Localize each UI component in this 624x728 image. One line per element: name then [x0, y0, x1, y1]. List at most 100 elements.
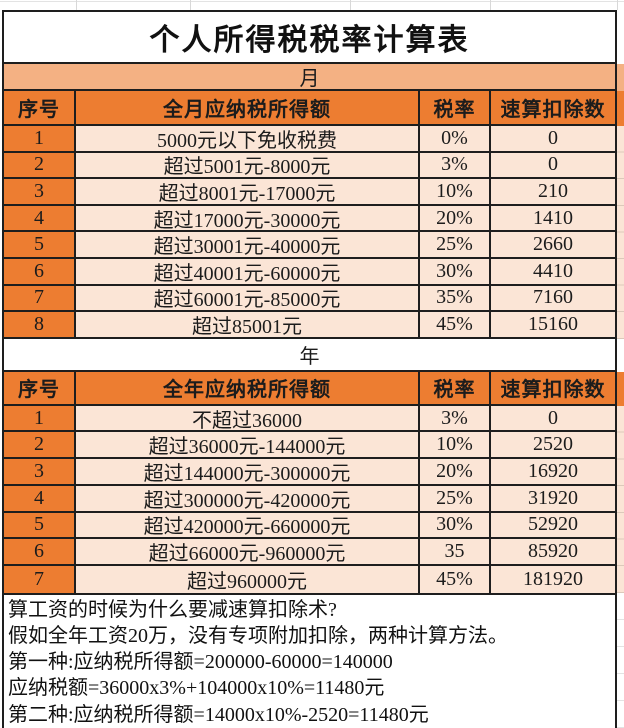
deduction-cell: 31920 [528, 486, 578, 509]
income-cell: 超过30001元-40000元 [76, 232, 420, 257]
rate-cell: 30% [420, 258, 491, 284]
rate-cell: 25% [420, 485, 491, 511]
seq-cell: 7 [4, 285, 76, 311]
income-cell: 超过144000元-300000元 [76, 459, 420, 484]
income-cell: 超过60001元-85000元 [76, 285, 420, 311]
rate-cell: 45% [420, 565, 491, 593]
income-cell: 超过8001元-17000元 [76, 179, 420, 204]
income-cell: 超过36000元-144000元 [76, 432, 420, 458]
table-row: 8 超过85001元 45% 15160 [4, 312, 615, 339]
rate-cell: 35% [420, 285, 491, 311]
table-row: 5 超过420000元-660000元 30% 52920 [4, 512, 615, 540]
income-cell: 超过66000元-960000元 [76, 539, 420, 564]
sliver-segment [617, 406, 624, 593]
sliver-segment [617, 64, 624, 91]
income-cell: 超过17000元-30000元 [76, 205, 420, 231]
deduction-cell: 181920 [523, 567, 583, 590]
yearly-header-row: 序号 全年应纳税所得额 税率 速算扣除数 [4, 371, 615, 406]
table-row: 6 超过66000元-960000元 35 85920 [4, 539, 615, 566]
table-row: 1 不超过36000 3% 0 [4, 405, 615, 433]
month-section-label: 月 [4, 64, 615, 91]
seq-cell: 1 [4, 126, 76, 151]
right-edge-adjacent-column [617, 10, 624, 728]
deduction-cell: 16920 [528, 459, 578, 482]
seq-cell: 1 [4, 405, 76, 431]
rate-cell: 45% [420, 312, 491, 337]
income-cell: 超过5001元-8000元 [76, 152, 420, 178]
header-deduction: 速算扣除数 [500, 379, 606, 402]
deduction-cell: 210 [538, 179, 568, 202]
income-cell: 超过300000元-420000元 [76, 485, 420, 511]
header-deduction: 速算扣除数 [500, 99, 606, 121]
monthly-header-row: 序号 全月应纳税所得额 税率 速算扣除数 [4, 91, 615, 126]
header-income: 全年应纳税所得额 [76, 371, 420, 404]
income-cell: 超过420000元-660000元 [76, 512, 420, 538]
table-row: 6 超过40001元-60000元 30% 4410 [4, 258, 615, 286]
seq-cell: 5 [4, 232, 76, 257]
seq-cell: 3 [4, 179, 76, 204]
seq-cell: 6 [4, 539, 76, 564]
table-row: 2 超过5001元-8000元 3% 0 [4, 152, 615, 180]
seq-cell: 7 [4, 565, 76, 593]
deduction-cell: 85920 [528, 540, 578, 563]
table-row: 7 超过60001元-85000元 35% 7160 [4, 285, 615, 313]
income-cell: 超过40001元-60000元 [76, 258, 420, 284]
seq-cell: 6 [4, 258, 76, 284]
rate-cell: 30% [420, 512, 491, 538]
deduction-cell: 1410 [533, 206, 573, 229]
deduction-cell: 7160 [533, 286, 573, 309]
header-rate: 税率 [420, 91, 491, 124]
deduction-cell: 0 [548, 406, 558, 429]
top-gridline [350, 0, 351, 10]
tax-rate-table: 个人所得税税率计算表 月 序号 全月应纳税所得额 税率 速算扣除数 1 5000… [2, 10, 617, 595]
deduction-cell: 52920 [528, 513, 578, 536]
top-gridline [617, 0, 618, 10]
table-row: 5 超过30001元-40000元 25% 2660 [4, 232, 615, 259]
header-seq: 序号 [4, 371, 76, 404]
table-row: 3 超过144000元-300000元 20% 16920 [4, 459, 615, 486]
deduction-cell: 0 [548, 153, 558, 176]
table-row: 4 超过300000元-420000元 25% 31920 [4, 485, 615, 513]
deduction-cell: 4410 [533, 259, 573, 282]
note-line: 假如全年工资20万，没有专项附加扣除，两种计算方法。 [8, 624, 508, 647]
seq-cell: 8 [4, 312, 76, 337]
table-row: 4 超过17000元-30000元 20% 1410 [4, 205, 615, 233]
rate-cell: 10% [420, 432, 491, 458]
table-row: 7 超过960000元 45% 181920 [4, 565, 615, 593]
header-seq: 序号 [4, 91, 76, 124]
deduction-cell: 2660 [533, 233, 573, 256]
deduction-cell: 15160 [528, 312, 578, 335]
note-line: 应纳税额=36000x3%+104000x10%=11480元 [8, 677, 385, 700]
seq-cell: 2 [4, 152, 76, 178]
rate-cell: 35 [420, 539, 491, 564]
rate-cell: 20% [420, 205, 491, 231]
header-income: 全月应纳税所得额 [76, 91, 420, 124]
seq-cell: 2 [4, 432, 76, 458]
seq-cell: 4 [4, 485, 76, 511]
rate-cell: 3% [420, 405, 491, 431]
notes-block: 算工资的时候为什么要减速算扣除术? 假如全年工资20万，没有专项附加扣除，两种计… [2, 594, 617, 728]
income-cell: 5000元以下免收税费 [76, 126, 420, 151]
seq-cell: 4 [4, 205, 76, 231]
note-line: 第一种:应纳税所得额=200000-60000=140000 [8, 651, 393, 674]
sliver-segment [617, 372, 624, 406]
sliver-segment [617, 126, 624, 339]
year-section-label: 年 [4, 338, 615, 372]
top-gridline [76, 0, 77, 10]
header-rate: 税率 [420, 371, 491, 404]
income-cell: 超过85001元 [76, 312, 420, 337]
sliver-segment [617, 593, 624, 728]
table-row: 3 超过8001元-17000元 10% 210 [4, 179, 615, 206]
page-title: 个人所得税税率计算表 [4, 12, 615, 64]
sliver-segment [617, 10, 624, 64]
income-cell: 超过960000元 [76, 565, 420, 593]
rate-cell: 20% [420, 459, 491, 484]
deduction-cell: 2520 [533, 433, 573, 456]
top-gridline [490, 0, 491, 10]
top-gridline [0, 1, 624, 2]
sliver-segment [617, 91, 624, 126]
rate-cell: 10% [420, 179, 491, 204]
rate-cell: 25% [420, 232, 491, 257]
note-line: 第二种:应纳税所得额=14000x10%-2520=11480元 [8, 703, 429, 726]
